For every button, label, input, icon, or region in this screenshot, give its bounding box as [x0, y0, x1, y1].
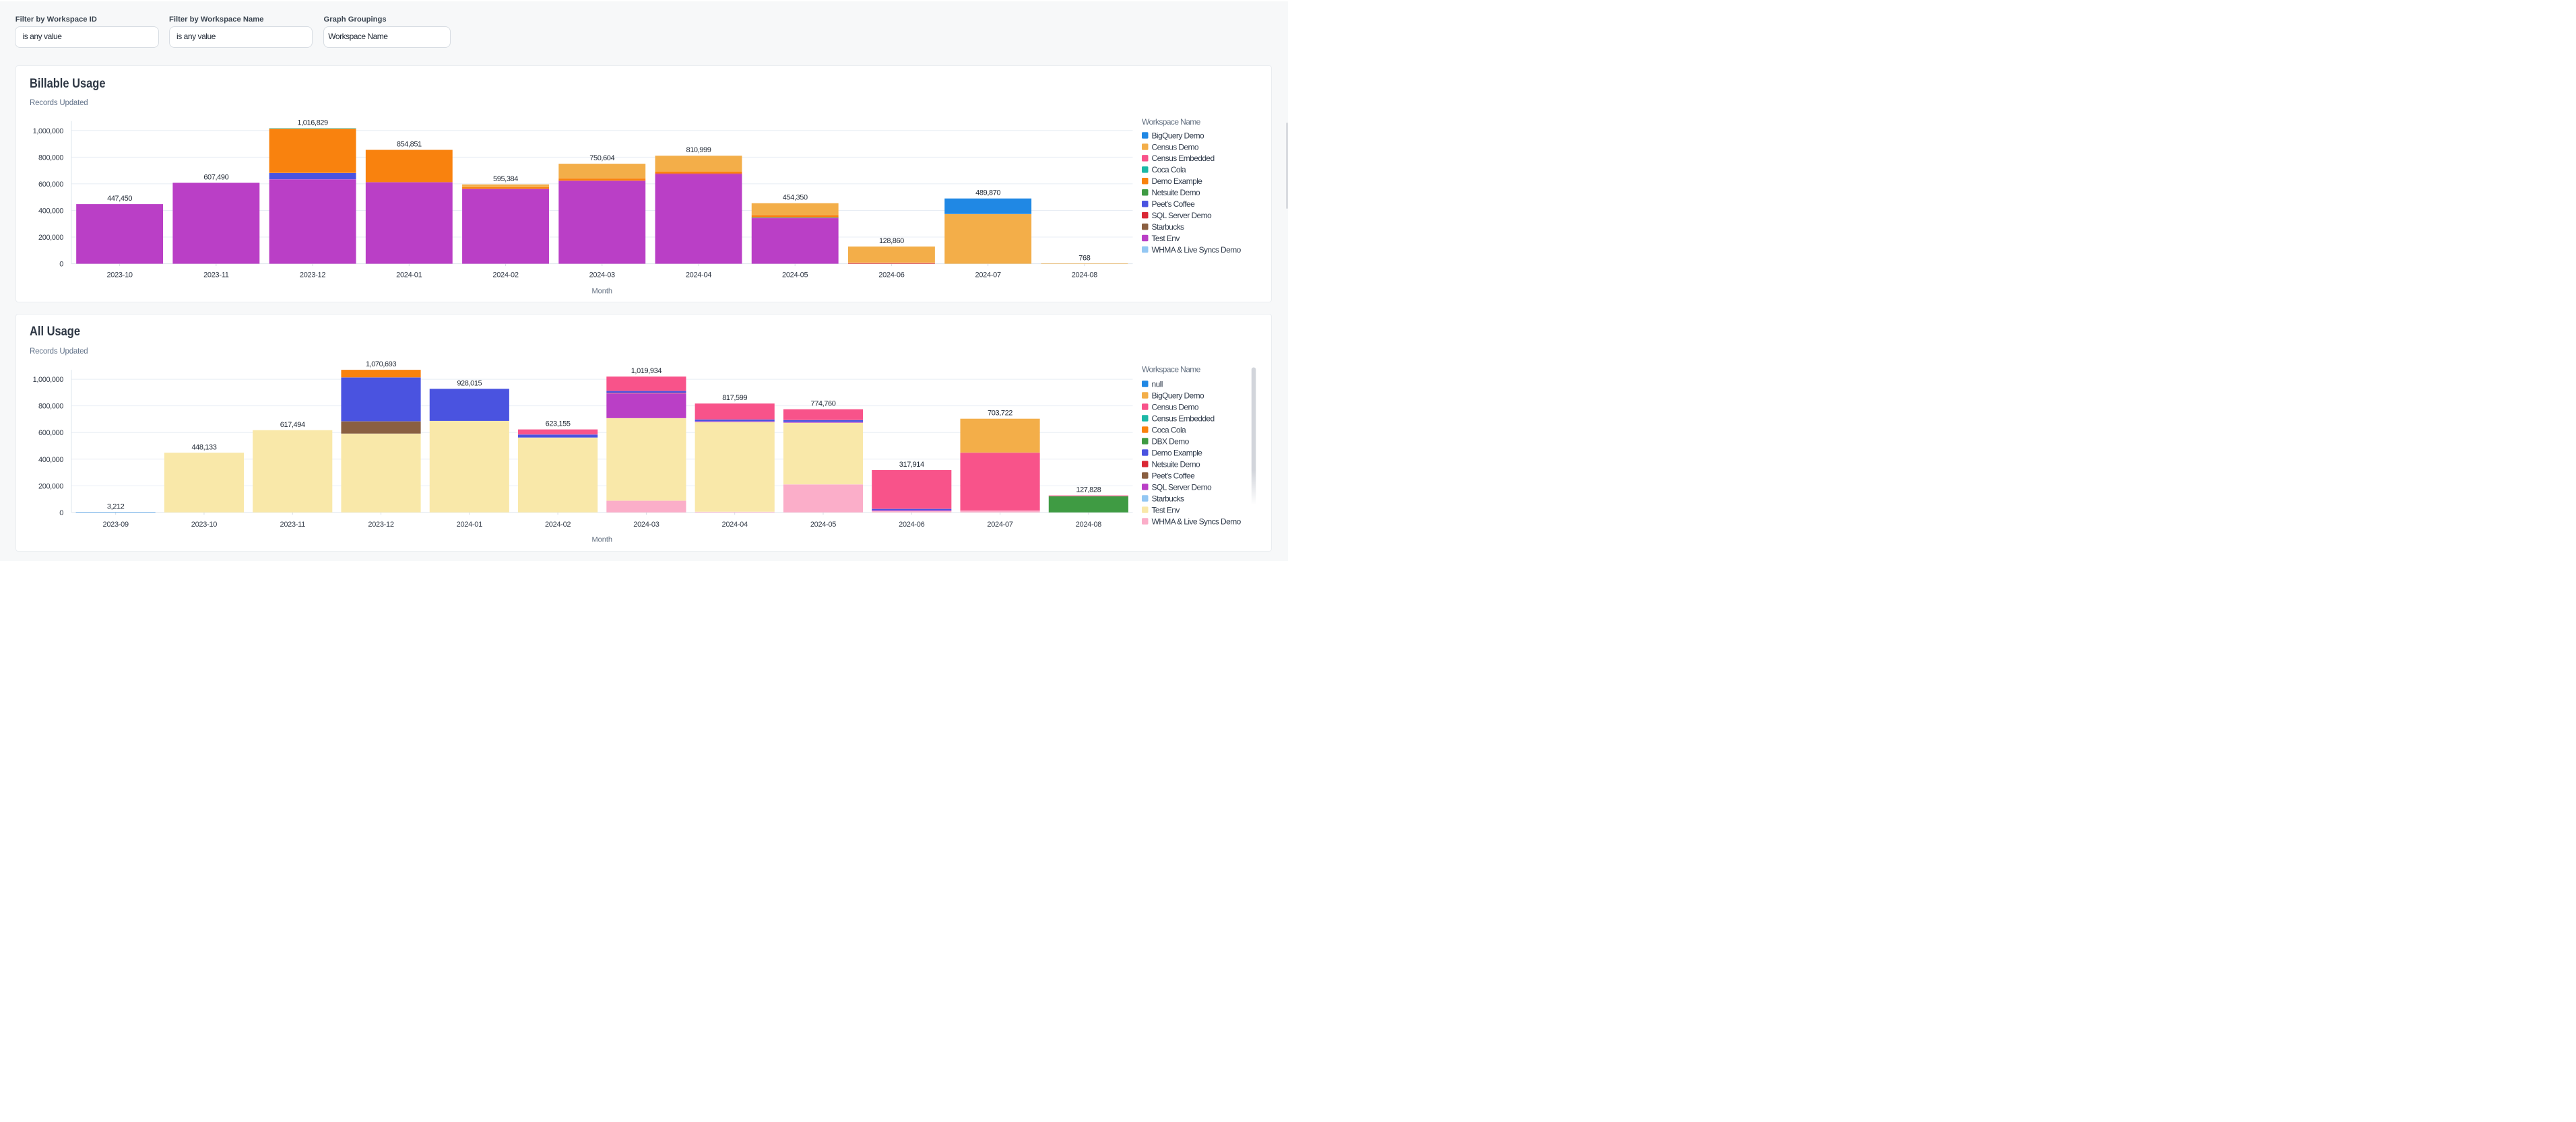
svg-text:2024-06: 2024-06 [878, 271, 904, 279]
svg-text:Coca Cola: Coca Cola [1152, 425, 1187, 434]
svg-text:817,599: 817,599 [722, 394, 747, 402]
svg-text:2024-03: 2024-03 [633, 521, 659, 529]
svg-text:SQL Server Demo: SQL Server Demo [1152, 482, 1213, 492]
svg-text:Census Embedded: Census Embedded [1152, 414, 1215, 423]
svg-text:1,000,000: 1,000,000 [33, 127, 64, 135]
svg-text:127,828: 127,828 [1076, 486, 1101, 494]
svg-text:2023-11: 2023-11 [203, 271, 229, 279]
svg-text:Netsuite Demo: Netsuite Demo [1152, 459, 1200, 469]
svg-text:2024-08: 2024-08 [1072, 271, 1097, 279]
svg-text:Coca Cola: Coca Cola [1152, 165, 1187, 174]
svg-text:2023-10: 2023-10 [191, 521, 217, 529]
svg-text:2024-05: 2024-05 [782, 271, 808, 279]
svg-text:null: null [1152, 379, 1163, 389]
svg-text:Census Demo: Census Demo [1152, 402, 1199, 411]
svg-text:750,604: 750,604 [589, 154, 614, 162]
svg-text:317,914: 317,914 [899, 461, 924, 469]
svg-text:607,490: 607,490 [203, 173, 228, 181]
svg-text:928,015: 928,015 [457, 379, 482, 387]
svg-text:600,000: 600,000 [38, 180, 63, 189]
svg-text:2023-12: 2023-12 [300, 271, 325, 279]
svg-text:800,000: 800,000 [38, 403, 63, 411]
svg-text:SQL Server Demo: SQL Server Demo [1152, 211, 1213, 220]
svg-text:Demo Example: Demo Example [1152, 448, 1203, 457]
svg-text:454,350: 454,350 [783, 194, 808, 202]
svg-text:Workspace Name: Workspace Name [1142, 365, 1201, 374]
svg-text:2024-07: 2024-07 [975, 271, 1001, 279]
svg-text:Starbucks: Starbucks [1152, 494, 1185, 503]
svg-text:1,000,000: 1,000,000 [33, 376, 64, 384]
svg-text:128,860: 128,860 [879, 237, 904, 245]
svg-text:Month: Month [591, 535, 612, 543]
svg-text:2024-06: 2024-06 [899, 521, 924, 529]
svg-text:1,016,829: 1,016,829 [297, 119, 328, 127]
svg-text:WHMA & Live Syncs Demo: WHMA & Live Syncs Demo [1152, 245, 1242, 255]
svg-text:2023-12: 2023-12 [368, 521, 393, 529]
svg-text:0: 0 [59, 261, 63, 269]
svg-text:768: 768 [1078, 254, 1090, 262]
svg-text:703,722: 703,722 [988, 409, 1012, 418]
svg-text:600,000: 600,000 [38, 429, 63, 437]
svg-text:Census Embedded: Census Embedded [1152, 154, 1215, 163]
svg-text:Test Env: Test Env [1152, 234, 1180, 243]
svg-text:0: 0 [59, 509, 63, 517]
svg-text:1,070,693: 1,070,693 [366, 360, 397, 368]
svg-text:2024-07: 2024-07 [987, 521, 1012, 529]
svg-text:Month: Month [591, 287, 612, 295]
svg-text:2024-05: 2024-05 [810, 521, 836, 529]
svg-text:448,133: 448,133 [191, 443, 216, 451]
svg-text:810,999: 810,999 [686, 146, 711, 154]
svg-text:2023-11: 2023-11 [280, 521, 306, 529]
svg-text:2024-02: 2024-02 [545, 521, 571, 529]
svg-text:854,851: 854,851 [397, 141, 422, 149]
svg-text:489,870: 489,870 [975, 189, 1000, 197]
svg-text:BigQuery Demo: BigQuery Demo [1152, 391, 1204, 400]
svg-text:2023-09: 2023-09 [103, 521, 129, 529]
svg-text:2024-04: 2024-04 [722, 521, 748, 529]
svg-text:3,212: 3,212 [107, 502, 125, 510]
svg-text:617,494: 617,494 [280, 421, 305, 429]
svg-text:Peet's Coffee: Peet's Coffee [1152, 471, 1196, 480]
svg-text:2024-02: 2024-02 [492, 271, 518, 279]
svg-text:Workspace Name: Workspace Name [1142, 117, 1201, 127]
svg-text:Netsuite Demo: Netsuite Demo [1152, 188, 1200, 197]
svg-text:200,000: 200,000 [38, 234, 63, 242]
svg-text:WHMA & Live Syncs Demo: WHMA & Live Syncs Demo [1152, 517, 1242, 526]
svg-text:2024-01: 2024-01 [396, 271, 422, 279]
svg-text:Peet's Coffee: Peet's Coffee [1152, 199, 1196, 209]
svg-text:DBX Demo: DBX Demo [1152, 436, 1190, 446]
svg-text:2024-01: 2024-01 [457, 521, 482, 529]
svg-text:774,760: 774,760 [810, 400, 835, 408]
svg-text:Demo Example: Demo Example [1152, 176, 1203, 186]
svg-text:447,450: 447,450 [107, 195, 132, 203]
svg-text:Starbucks: Starbucks [1152, 222, 1185, 232]
svg-text:623,155: 623,155 [546, 420, 571, 428]
svg-text:400,000: 400,000 [38, 456, 63, 464]
svg-text:2023-10: 2023-10 [106, 271, 132, 279]
svg-text:Census Demo: Census Demo [1152, 142, 1199, 152]
svg-text:2024-08: 2024-08 [1076, 521, 1101, 529]
svg-text:2024-04: 2024-04 [686, 271, 711, 279]
svg-text:200,000: 200,000 [38, 482, 63, 490]
svg-text:400,000: 400,000 [38, 207, 63, 215]
svg-text:BigQuery Demo: BigQuery Demo [1152, 131, 1204, 140]
svg-text:800,000: 800,000 [38, 154, 63, 162]
svg-text:1,019,934: 1,019,934 [631, 367, 662, 375]
svg-text:Test Env: Test Env [1152, 505, 1180, 515]
svg-text:2024-03: 2024-03 [589, 271, 615, 279]
svg-text:595,384: 595,384 [493, 175, 518, 183]
